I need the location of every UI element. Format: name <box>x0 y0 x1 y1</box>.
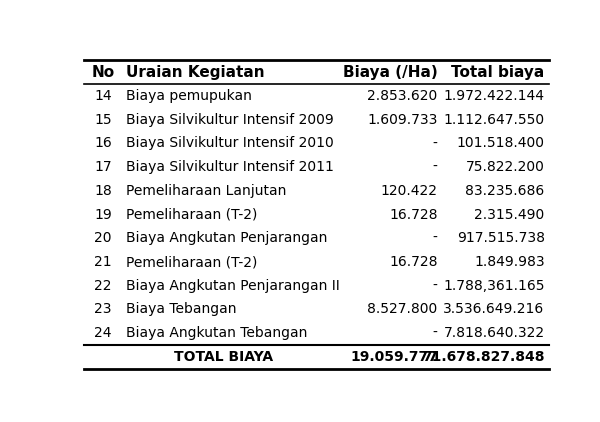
Text: 16.728: 16.728 <box>389 255 438 269</box>
Text: 17: 17 <box>94 160 112 174</box>
Text: Pemeliharaan (T-2): Pemeliharaan (T-2) <box>126 255 257 269</box>
Text: 16.728: 16.728 <box>389 208 438 222</box>
Text: Biaya Silvikultur Intensif 2010: Biaya Silvikultur Intensif 2010 <box>126 136 334 150</box>
Text: 75.822.200: 75.822.200 <box>466 160 545 174</box>
Text: 1.788,361.165: 1.788,361.165 <box>443 279 545 293</box>
Text: 16: 16 <box>94 136 112 150</box>
Text: Biaya Angkutan Penjarangan: Biaya Angkutan Penjarangan <box>126 231 328 245</box>
Text: Biaya Silvikultur Intensif 2011: Biaya Silvikultur Intensif 2011 <box>126 160 334 174</box>
Text: -: - <box>433 279 438 293</box>
Text: 1.849.983: 1.849.983 <box>474 255 545 269</box>
Text: TOTAL BIAYA: TOTAL BIAYA <box>174 350 274 364</box>
Text: 7.818.640.322: 7.818.640.322 <box>443 326 545 340</box>
Text: 71.678.827.848: 71.678.827.848 <box>422 350 545 364</box>
Text: Uraian Kegiatan: Uraian Kegiatan <box>126 65 265 80</box>
Text: Biaya Angkutan Penjarangan II: Biaya Angkutan Penjarangan II <box>126 279 340 293</box>
Text: 1.112.647.550: 1.112.647.550 <box>443 113 545 127</box>
Text: Pemeliharaan (T-2): Pemeliharaan (T-2) <box>126 208 257 222</box>
Text: -: - <box>433 136 438 150</box>
Text: -: - <box>433 231 438 245</box>
Text: Biaya Silvikultur Intensif 2009: Biaya Silvikultur Intensif 2009 <box>126 113 334 127</box>
Text: No: No <box>91 65 115 80</box>
Text: Biaya Angkutan Tebangan: Biaya Angkutan Tebangan <box>126 326 308 340</box>
Text: 15: 15 <box>94 113 112 127</box>
Text: Total biaya: Total biaya <box>451 65 545 80</box>
Text: 21: 21 <box>94 255 112 269</box>
Text: Biaya (/Ha): Biaya (/Ha) <box>343 65 438 80</box>
Text: 83.235.686: 83.235.686 <box>466 184 545 198</box>
Text: 19: 19 <box>94 208 112 222</box>
Text: 3.536.649.216: 3.536.649.216 <box>443 303 545 316</box>
Text: Biaya Tebangan: Biaya Tebangan <box>126 303 236 316</box>
Text: 2.315.490: 2.315.490 <box>475 208 545 222</box>
Text: 917.515.738: 917.515.738 <box>457 231 545 245</box>
Text: 22: 22 <box>94 279 112 293</box>
Text: 19.059.777: 19.059.777 <box>350 350 438 364</box>
Text: 18: 18 <box>94 184 112 198</box>
Text: 24: 24 <box>94 326 112 340</box>
Text: 101.518.400: 101.518.400 <box>457 136 545 150</box>
Text: 20: 20 <box>94 231 112 245</box>
Text: -: - <box>433 326 438 340</box>
Text: Pemeliharaan Lanjutan: Pemeliharaan Lanjutan <box>126 184 287 198</box>
Text: 2.853.620: 2.853.620 <box>367 89 438 103</box>
Text: 1.972.422.144: 1.972.422.144 <box>443 89 545 103</box>
Text: 14: 14 <box>94 89 112 103</box>
Text: 120.422: 120.422 <box>381 184 438 198</box>
Text: Biaya pemupukan: Biaya pemupukan <box>126 89 252 103</box>
Text: 1.609.733: 1.609.733 <box>367 113 438 127</box>
Text: 23: 23 <box>94 303 112 316</box>
Text: 8.527.800: 8.527.800 <box>367 303 438 316</box>
Text: -: - <box>433 160 438 174</box>
